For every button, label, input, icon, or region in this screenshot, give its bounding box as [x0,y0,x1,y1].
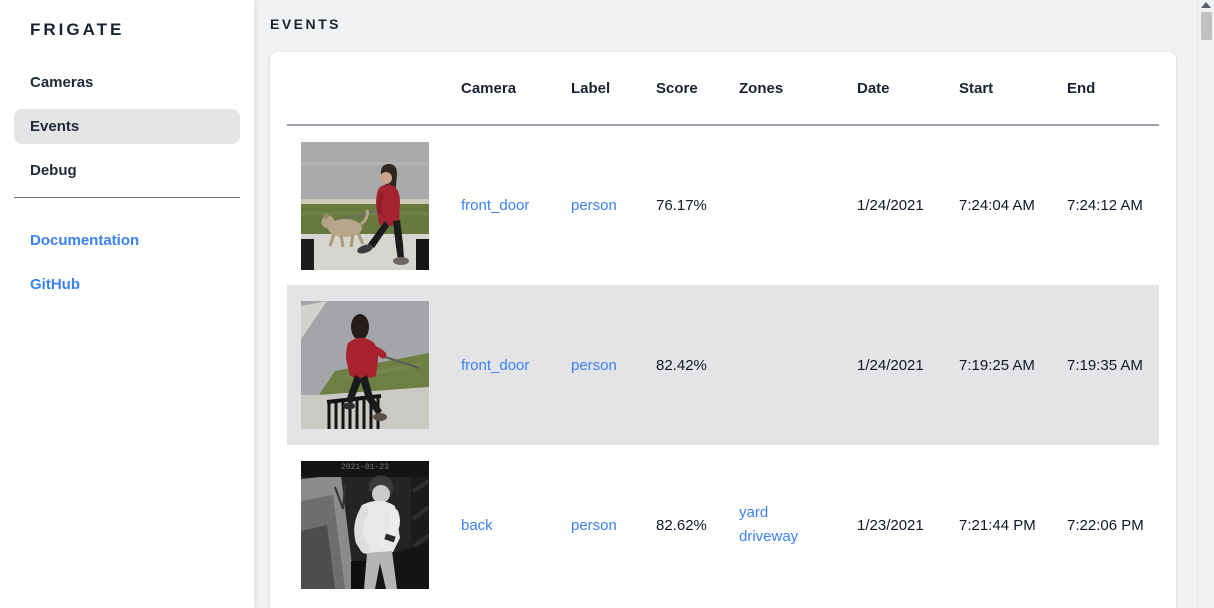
svg-text:2021-01-23: 2021-01-23 [341,463,389,472]
event-thumbnail-cell [287,285,445,445]
main-content: EVENTS Camera Label Score Zones Date Start End [254,0,1214,608]
sidebar-external-links: Documentation GitHub [0,223,254,302]
event-row[interactable]: front_door person 76.17% 1/24/2021 7:24:04 A… [287,125,1159,285]
app-title: FRIGATE [30,20,125,39]
event-end-cell: 7:19:35 AM [1067,356,1143,374]
event-label-link[interactable]: person [571,197,617,214]
sidebar-item-debug[interactable]: Debug [30,162,77,179]
event-end-cell: 7:24:12 AM [1067,197,1143,214]
event-end-cell: 7:22:06 PM [1067,516,1144,534]
sidebar-item-cameras[interactable]: Cameras [30,74,94,91]
sidebar-link-documentation[interactable]: Documentation [30,232,140,249]
sidebar: FRIGATE Cameras Events Debug Documentation… [0,0,254,608]
event-camera-cell: back [445,445,555,605]
scrollbar-up-icon[interactable] [1201,2,1211,8]
event-label-link[interactable]: person [571,356,617,374]
events-table-body: front_door person 76.17% 1/24/2021 7:24:04 A… [287,125,1159,605]
event-thumbnail-cell [287,125,445,285]
event-camera-cell: front_door [445,285,555,445]
column-header-thumbnail [287,52,445,126]
event-score-cell: 82.42% [656,356,707,374]
column-header-date: Date [841,52,943,126]
sidebar-divider [14,197,240,198]
event-date-cell: 1/24/2021 [857,197,924,214]
sidebar-item-events[interactable]: Events [14,109,240,144]
column-header-label: Label [555,52,640,126]
event-start-cell: 7:24:04 AM [959,197,1035,214]
event-zones-cell [723,285,841,445]
page-title: EVENTS [270,16,342,32]
event-thumbnail[interactable]: 2021-01-23 [301,461,445,589]
event-label-link[interactable]: person [571,516,617,534]
event-start-cell: 7:21:44 PM [959,516,1036,534]
column-header-end: End [1051,52,1159,126]
events-table: Camera Label Score Zones Date Start End front_… [287,52,1159,605]
event-thumbnail[interactable] [301,301,445,429]
event-start-cell: 7:19:25 AM [959,356,1035,374]
event-date-cell: 1/23/2021 [857,516,924,534]
event-thumbnail-cell: 2021-01-23 [287,445,445,605]
column-header-zones: Zones [723,52,841,126]
event-label-cell: person [555,285,640,445]
scrollbar-thumb[interactable] [1201,12,1212,40]
event-zones-cell [723,125,841,285]
event-camera-link[interactable]: front_door [461,197,530,214]
event-camera-cell: front_door [445,125,555,285]
event-score-cell: 82.62% [656,516,707,534]
events-card: Camera Label Score Zones Date Start End front_… [270,52,1176,608]
event-label-cell: person [555,445,640,605]
event-row[interactable]: front_door person 82.42% 1/24/2021 7:19:25 A… [287,285,1159,445]
event-zone-link[interactable]: yard [739,504,769,521]
table-header-row: Camera Label Score Zones Date Start End [287,52,1159,126]
scrollbar[interactable] [1197,0,1214,608]
event-label-cell: person [555,125,640,285]
column-header-score: Score [640,52,723,126]
event-score-cell: 76.17% [656,197,707,214]
event-zone-link[interactable]: driveway [739,528,799,545]
column-header-camera: Camera [445,52,555,126]
event-row[interactable]: 2021-01-23 back person 82.62% yard driveway 1… [287,445,1159,605]
event-camera-link[interactable]: front_door [461,356,530,374]
event-zones-cell: yard driveway [723,445,841,605]
column-header-start: Start [943,52,1051,126]
sidebar-nav: Cameras Events Debug [0,65,254,188]
sidebar-link-github[interactable]: GitHub [30,276,80,293]
event-camera-link[interactable]: back [461,516,493,534]
event-thumbnail[interactable] [301,141,445,270]
event-date-cell: 1/24/2021 [857,356,924,374]
